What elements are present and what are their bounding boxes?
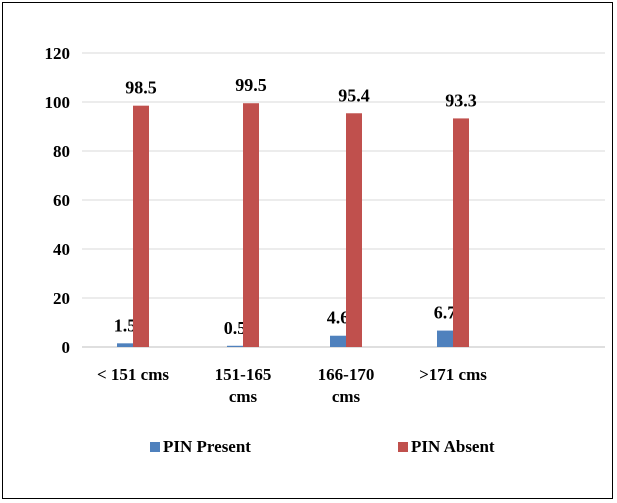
data-label: 6.7: [434, 303, 457, 323]
bar-pin-absent: [243, 103, 259, 347]
y-tick-label: 100: [45, 93, 71, 112]
data-label: 99.5: [235, 75, 267, 95]
bar-pin-absent: [346, 113, 362, 348]
x-category-label: < 151 cms: [97, 365, 169, 384]
x-category-label: cms: [229, 387, 258, 406]
bar-pin-present: [227, 345, 243, 347]
y-tick-label: 80: [53, 142, 70, 161]
x-category-label: 166-170: [318, 365, 375, 384]
y-tick-label: 20: [53, 289, 70, 308]
x-category-label: 151-165: [215, 365, 272, 384]
x-category-label: cms: [332, 387, 361, 406]
data-label: 95.4: [338, 85, 370, 105]
legend-swatch-pin-absent: [398, 442, 408, 452]
y-tick-label: 60: [53, 191, 70, 210]
legend-entry: PIN Absent: [411, 437, 495, 456]
bar-pin-present: [117, 343, 133, 347]
x-category-label: >171 cms: [419, 365, 487, 384]
data-label: 0.5: [224, 318, 247, 338]
data-label: 93.3: [445, 90, 477, 110]
chart-frame: [2, 2, 613, 499]
data-label: 4.6: [327, 308, 350, 328]
y-tick-label: 120: [45, 44, 71, 63]
y-tick-label: 40: [53, 240, 70, 259]
bar-pin-absent: [453, 118, 469, 347]
y-tick-label: 0: [62, 338, 71, 357]
bar-pin-absent: [133, 105, 149, 347]
data-label: 1.5: [114, 315, 137, 335]
bar-pin-present: [330, 335, 346, 347]
legend-swatch-pin-present: [150, 442, 160, 452]
bar-pin-present: [437, 330, 453, 347]
data-label: 98.5: [125, 78, 157, 98]
legend-entry: PIN Present: [163, 437, 251, 456]
